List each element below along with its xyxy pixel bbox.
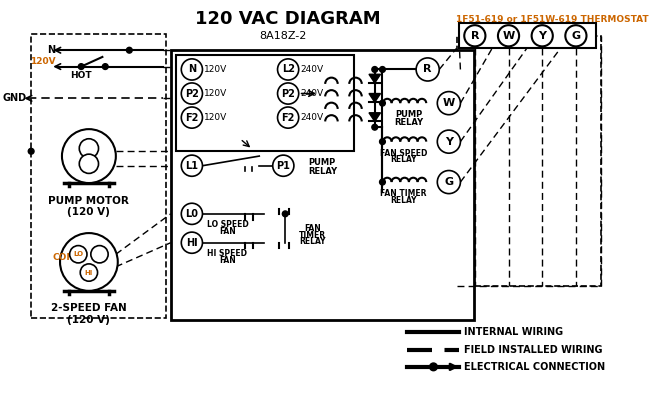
Text: N: N xyxy=(188,65,196,75)
Text: P2: P2 xyxy=(281,88,295,98)
Circle shape xyxy=(62,129,116,183)
Circle shape xyxy=(91,246,108,263)
Circle shape xyxy=(79,154,98,173)
Text: FAN: FAN xyxy=(219,227,236,235)
Text: RELAY: RELAY xyxy=(391,155,417,164)
Circle shape xyxy=(182,107,202,128)
Circle shape xyxy=(182,155,202,176)
Circle shape xyxy=(380,139,385,145)
Text: W: W xyxy=(502,31,515,41)
Text: RELAY: RELAY xyxy=(391,196,417,205)
Circle shape xyxy=(277,107,299,128)
Circle shape xyxy=(182,83,202,104)
Circle shape xyxy=(531,25,553,47)
Text: 120 VAC DIAGRAM: 120 VAC DIAGRAM xyxy=(196,10,381,28)
Circle shape xyxy=(380,100,385,106)
Circle shape xyxy=(127,47,132,53)
Circle shape xyxy=(60,233,118,291)
Text: 120V: 120V xyxy=(204,65,228,74)
Text: L0: L0 xyxy=(186,209,198,219)
Circle shape xyxy=(438,92,460,115)
Circle shape xyxy=(80,264,98,281)
Circle shape xyxy=(282,211,288,217)
Text: HOT: HOT xyxy=(70,71,92,80)
Circle shape xyxy=(429,363,438,371)
Text: HI: HI xyxy=(85,269,93,276)
Text: ELECTRICAL CONNECTION: ELECTRICAL CONNECTION xyxy=(464,362,606,372)
Text: HI: HI xyxy=(186,238,198,248)
Circle shape xyxy=(464,25,486,47)
Text: LO SPEED: LO SPEED xyxy=(206,220,249,229)
Text: 240V: 240V xyxy=(301,89,324,98)
Circle shape xyxy=(438,130,460,153)
Text: GND: GND xyxy=(2,93,26,103)
Text: P1: P1 xyxy=(277,161,290,171)
Text: FAN SPEED: FAN SPEED xyxy=(380,149,427,158)
Circle shape xyxy=(380,179,385,185)
Text: FAN TIMER: FAN TIMER xyxy=(381,189,427,198)
Text: HI SPEED: HI SPEED xyxy=(208,249,247,258)
Text: 120V: 120V xyxy=(204,89,228,98)
Circle shape xyxy=(78,64,84,70)
Text: 1F51-619 or 1F51W-619 THERMOSTAT: 1F51-619 or 1F51W-619 THERMOSTAT xyxy=(456,15,649,24)
Circle shape xyxy=(438,171,460,194)
Text: 8A18Z-2: 8A18Z-2 xyxy=(259,31,307,41)
Text: PUMP: PUMP xyxy=(308,158,336,167)
Text: Y: Y xyxy=(445,137,453,147)
Circle shape xyxy=(380,67,385,72)
Text: R: R xyxy=(470,31,479,41)
Text: TIMER: TIMER xyxy=(299,230,326,240)
Circle shape xyxy=(182,59,202,80)
Text: W: W xyxy=(443,98,455,108)
Bar xyxy=(171,50,474,320)
Circle shape xyxy=(103,64,108,70)
Text: 240V: 240V xyxy=(301,65,324,74)
Circle shape xyxy=(273,155,294,176)
Text: 120V: 120V xyxy=(29,57,55,66)
Text: PUMP: PUMP xyxy=(395,110,422,119)
Text: F2: F2 xyxy=(185,113,198,123)
Text: RELAY: RELAY xyxy=(299,237,326,246)
Text: 240V: 240V xyxy=(301,113,324,122)
Circle shape xyxy=(372,124,378,130)
Text: FIELD INSTALLED WIRING: FIELD INSTALLED WIRING xyxy=(464,344,603,354)
Circle shape xyxy=(277,59,299,80)
Text: R: R xyxy=(423,65,432,75)
Text: N: N xyxy=(47,45,55,55)
Circle shape xyxy=(79,139,98,158)
Circle shape xyxy=(182,232,202,253)
Text: LO: LO xyxy=(73,251,83,257)
Text: G: G xyxy=(444,177,454,187)
Bar xyxy=(176,55,354,151)
Text: Y: Y xyxy=(538,31,546,41)
Circle shape xyxy=(372,67,378,72)
Circle shape xyxy=(182,203,202,225)
Text: FAN: FAN xyxy=(304,224,320,233)
Polygon shape xyxy=(369,113,381,122)
Text: INTERNAL WIRING: INTERNAL WIRING xyxy=(464,327,563,337)
Circle shape xyxy=(416,58,440,81)
Text: PUMP MOTOR
(120 V): PUMP MOTOR (120 V) xyxy=(48,196,129,217)
Text: 2-SPEED FAN
(120 V): 2-SPEED FAN (120 V) xyxy=(51,303,127,325)
Text: G: G xyxy=(572,31,580,41)
Bar xyxy=(31,34,166,318)
Circle shape xyxy=(277,83,299,104)
Polygon shape xyxy=(369,93,381,102)
Circle shape xyxy=(70,246,87,263)
Text: RELAY: RELAY xyxy=(308,167,338,176)
Polygon shape xyxy=(369,74,381,83)
Text: L1: L1 xyxy=(186,161,198,171)
Circle shape xyxy=(498,25,519,47)
Bar xyxy=(460,23,596,48)
Circle shape xyxy=(565,25,586,47)
Text: L2: L2 xyxy=(281,65,295,75)
Text: P2: P2 xyxy=(185,88,199,98)
Text: F2: F2 xyxy=(281,113,295,123)
Text: FAN: FAN xyxy=(219,256,236,264)
Text: RELAY: RELAY xyxy=(394,118,423,127)
Bar xyxy=(456,36,601,286)
Text: 120V: 120V xyxy=(204,113,228,122)
Circle shape xyxy=(28,148,34,154)
Text: COM: COM xyxy=(52,253,76,261)
